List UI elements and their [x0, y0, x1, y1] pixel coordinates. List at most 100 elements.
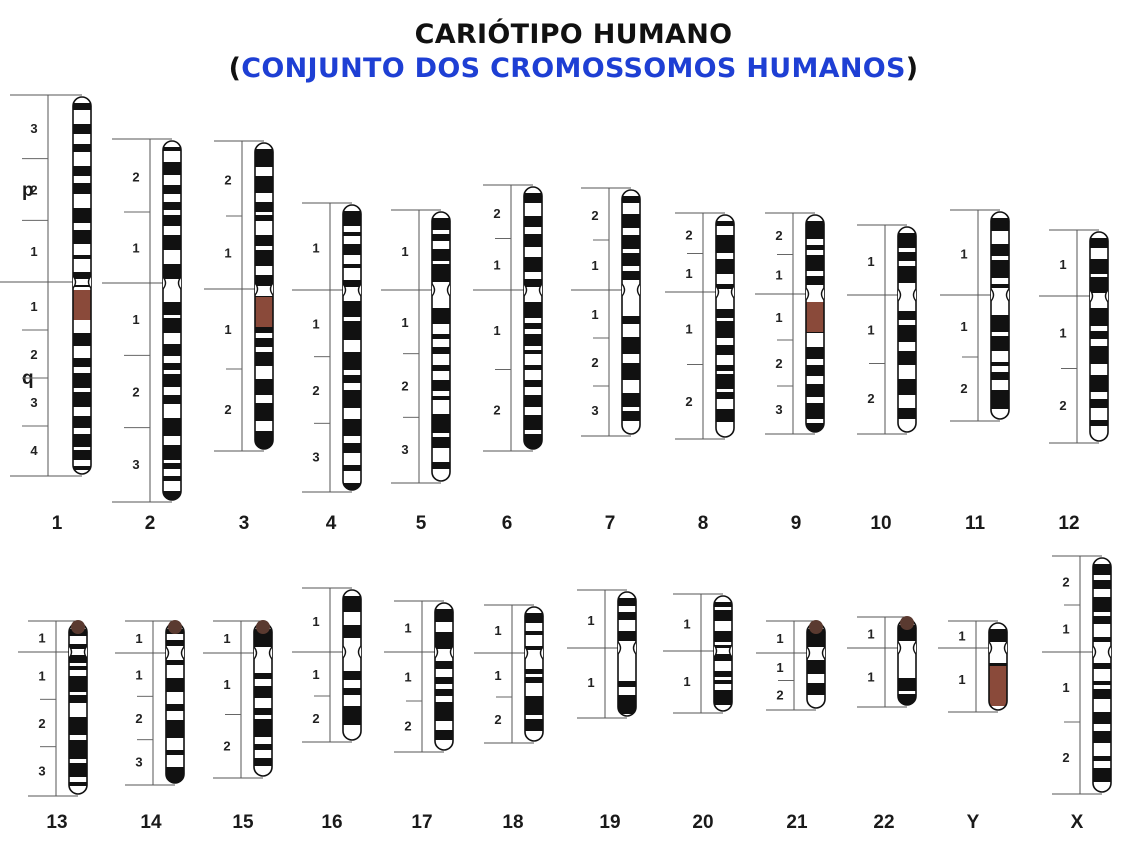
centromere-notch-right — [87, 275, 92, 289]
chromosome-band — [898, 625, 916, 641]
chromosome-outline — [523, 186, 543, 450]
chromosome-band — [618, 695, 636, 714]
chromosome-band — [618, 631, 636, 641]
q-region-label: 2 — [135, 711, 142, 726]
chromosome-band — [991, 260, 1009, 278]
chromosome-band — [807, 683, 825, 695]
chromosome-band — [524, 334, 542, 346]
chromosome-number: 12 — [1058, 513, 1079, 534]
chromosome-body — [525, 607, 543, 741]
chromosome-band — [343, 706, 361, 725]
q-region-label: 2 — [775, 356, 782, 371]
centromere-notch-left — [897, 288, 902, 302]
chromosome-number: 7 — [605, 513, 616, 534]
chromosome-3: 2 1 1 2 3 — [204, 140, 274, 534]
centromere-notch-left — [805, 287, 810, 301]
q-region-label: 2 — [223, 738, 230, 753]
subtitle: (CONJUNTO DOS CROMOSSOMOS HUMANOS) — [0, 52, 1147, 86]
chromosome-number: Y — [967, 812, 980, 833]
chromosome-band — [255, 176, 273, 193]
q-region-label: 1 — [591, 307, 598, 322]
p-region-label: 1 — [587, 613, 594, 628]
q-region-label: 2 — [1059, 398, 1066, 413]
chromosome-band — [255, 322, 273, 333]
centromere-notch-right — [821, 646, 826, 660]
chromosome-body — [255, 143, 273, 449]
q-region-label: 2 — [1062, 750, 1069, 765]
chromosome-band — [898, 233, 916, 248]
centromere-notch-left — [253, 646, 258, 660]
chromosome-body — [989, 623, 1007, 710]
chromosome-band — [163, 147, 181, 151]
chromosome-band — [343, 625, 361, 638]
chromosome-band — [898, 694, 916, 705]
chromosome-band — [898, 311, 916, 320]
centromere-notch-right — [357, 645, 362, 659]
chromosome-outline — [1092, 557, 1112, 793]
chromosome-band — [343, 211, 361, 226]
p-region-label: 1 — [404, 621, 411, 636]
chromosome-band — [716, 309, 734, 318]
chromosome-number: 5 — [416, 513, 427, 534]
chromosome-band — [898, 351, 916, 365]
p-region-label: 2 — [775, 228, 782, 243]
centromere-constriction — [525, 650, 543, 656]
chromosome-body — [69, 623, 87, 794]
centromere-notch-right — [728, 644, 733, 658]
chromosome-band — [1090, 308, 1108, 326]
chromosome-band — [432, 264, 450, 282]
chromosome-band — [714, 671, 732, 677]
chromosome-band — [1093, 712, 1111, 724]
satellite — [168, 620, 182, 634]
chromosome-band — [163, 215, 181, 226]
q-region-label: 1 — [776, 660, 783, 675]
centromere-constriction — [343, 649, 361, 655]
chromosome-number: 4 — [326, 513, 337, 534]
chromosome-body — [73, 97, 91, 474]
chromosome-band — [991, 336, 1009, 351]
satellite — [256, 620, 270, 634]
chromosome-band — [991, 390, 1009, 409]
satellite — [900, 616, 914, 630]
q-region-label: 2 — [591, 355, 598, 370]
q-region-label: 1 — [30, 299, 37, 314]
chromosome-band — [806, 245, 824, 250]
centromere-constriction — [166, 650, 184, 656]
chromosome-band — [73, 358, 91, 367]
chromosome-5: 1 1 2 3 5 — [381, 209, 451, 534]
chromosome-band — [1093, 756, 1111, 761]
chromosome-band — [716, 235, 734, 253]
q-region-label: 1 — [1059, 325, 1066, 340]
chromosome-body — [898, 619, 916, 705]
chromosome-22: 1 1 22 — [847, 616, 917, 833]
chromosome-body — [898, 227, 916, 432]
p-region-label: 3 — [30, 121, 37, 136]
q-region-label: 3 — [30, 395, 37, 410]
chromosome-outline — [524, 606, 544, 742]
centromere-notch-right — [180, 646, 185, 660]
q-region-label: 2 — [404, 719, 411, 734]
chromosome-band — [163, 476, 181, 481]
chromosome-band — [432, 334, 450, 339]
p-region-label: 1 — [1059, 257, 1066, 272]
chromosome-number: 22 — [873, 812, 894, 833]
chromosome-band — [435, 730, 453, 740]
centromere-constriction — [807, 650, 825, 656]
chromosome-band — [1093, 580, 1111, 589]
q-region-label: 2 — [312, 711, 319, 726]
chromosome-band — [525, 613, 543, 623]
chromosome-outline — [254, 142, 274, 450]
p-region-label: 1 — [494, 623, 501, 638]
q-region-label: 1 — [38, 669, 45, 684]
p-region-label: 1 — [683, 617, 690, 632]
centromere-notch-right — [1005, 288, 1010, 302]
centromere-constriction — [618, 645, 636, 651]
q-region-label: 2 — [776, 687, 783, 702]
chromosome-band — [166, 678, 184, 692]
chromosome-band — [525, 719, 543, 731]
p-region-label: 1 — [685, 266, 692, 281]
chromosome-band — [343, 280, 361, 290]
chromosome-number: X — [1071, 812, 1084, 833]
chromosome-band — [524, 415, 542, 430]
chromosome-band — [432, 249, 450, 261]
